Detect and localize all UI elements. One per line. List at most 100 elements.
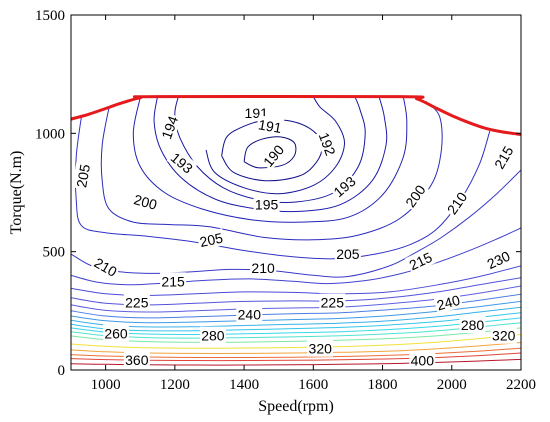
contour-label-group: 205 xyxy=(71,161,94,191)
contour-260 xyxy=(71,317,521,336)
contour-label-background xyxy=(103,324,129,342)
contour-label: 360 xyxy=(125,352,149,368)
max-torque-envelope xyxy=(71,94,521,136)
contour-label-background xyxy=(196,228,226,251)
contour-label: 240 xyxy=(435,292,462,314)
contour-label: 225 xyxy=(125,295,149,311)
contour-label: 205 xyxy=(336,246,360,262)
x-axis-title: Speed(rpm) xyxy=(258,398,334,415)
contour-label-group: 205 xyxy=(334,245,361,262)
y-tick-label: 0 xyxy=(58,363,66,379)
contour-label-group: 320 xyxy=(490,326,517,344)
contour-label-background xyxy=(160,272,187,290)
contour-245 xyxy=(71,306,521,328)
contour-195 xyxy=(132,96,408,223)
x-tick-label: 2200 xyxy=(506,377,536,393)
x-tick-label: 1600 xyxy=(298,377,328,393)
contour-label: 200 xyxy=(132,191,159,213)
contour-label-group: 210 xyxy=(250,258,277,276)
contour-label-background xyxy=(236,305,263,323)
contour-label: 205 xyxy=(198,230,224,251)
x-tick-label: 1400 xyxy=(229,377,259,393)
contour-label: 215 xyxy=(161,273,185,289)
contour-label-background xyxy=(400,180,430,212)
x-tick-label: 1200 xyxy=(160,377,190,393)
contour-label-group: 260 xyxy=(103,324,129,342)
contour-label-background xyxy=(253,195,280,213)
contour-label: 280 xyxy=(461,317,485,333)
contour-label-background xyxy=(319,293,346,311)
contour-label-background xyxy=(71,161,94,191)
y-tick-label: 1000 xyxy=(35,126,65,142)
contour-label-background xyxy=(490,326,517,344)
contour-192 xyxy=(205,96,346,195)
contour-label-group: 280 xyxy=(199,326,226,344)
contour-250 xyxy=(71,312,521,332)
x-tick-label: 1000 xyxy=(91,377,121,393)
contour-label-group: 205 xyxy=(196,228,226,251)
contour-label: 205 xyxy=(73,163,93,189)
contour-label-background xyxy=(482,246,514,273)
contour-270 xyxy=(71,322,521,339)
contour-label-group: 194 xyxy=(156,112,182,143)
contour-label-group: 195 xyxy=(253,195,280,213)
contour-label-background xyxy=(405,247,436,274)
contour-label-background xyxy=(307,339,334,357)
contour-215 xyxy=(71,227,521,286)
contour-label-group: 240 xyxy=(433,290,463,314)
y-tick-label: 1500 xyxy=(35,8,65,24)
contour-label-background xyxy=(315,128,341,159)
y-axis-title: Torque(N.m) xyxy=(8,151,25,235)
contour-label-background xyxy=(199,326,226,344)
contour-label: 320 xyxy=(309,341,333,357)
contour-label: 191 xyxy=(257,116,283,136)
contour-label-background xyxy=(258,140,288,171)
contour-label: 194 xyxy=(158,113,181,141)
contour-label-group: 192 xyxy=(315,128,341,159)
contour-label: 260 xyxy=(104,325,128,341)
contour-label-background xyxy=(334,245,361,262)
contour-label: 400 xyxy=(411,353,435,369)
contour-190 xyxy=(243,136,297,169)
contour-label-background xyxy=(90,252,122,281)
contour-label: 225 xyxy=(321,295,345,311)
contour-label-group: 320 xyxy=(307,339,334,357)
contour-label-group: 225 xyxy=(123,293,150,311)
contour-label-background xyxy=(489,141,518,173)
contour-label: 192 xyxy=(316,130,339,158)
contour-label-background xyxy=(166,147,198,178)
contour-label-background xyxy=(442,187,472,219)
contour-label-group: 400 xyxy=(409,351,436,369)
contour-label-background xyxy=(250,258,277,276)
contour-label-group: 360 xyxy=(123,351,150,369)
contour-210 xyxy=(71,169,521,278)
axis-ticks: 1000 1200 1400 1600 1800 2000 2200 0 500 1000 1500 xyxy=(35,8,536,393)
max-torque-curve xyxy=(71,94,521,136)
plot-frame xyxy=(70,14,522,371)
contour-label-background xyxy=(459,316,486,333)
contour-label-group: 280 xyxy=(459,316,486,333)
contour-label-group: 240 xyxy=(236,305,263,323)
contour-label: 280 xyxy=(201,328,225,344)
x-tick-label: 2000 xyxy=(437,377,467,393)
contour-label: 240 xyxy=(238,306,262,322)
x-tick-label: 1800 xyxy=(368,377,398,393)
contour-label-group: 225 xyxy=(319,293,346,311)
contour-label-background xyxy=(123,293,150,311)
contour-lines xyxy=(71,96,521,366)
contour-label-background xyxy=(123,351,150,369)
contour-label: 210 xyxy=(251,260,275,276)
contour-label-group: 200 xyxy=(130,189,161,214)
contour-label: 320 xyxy=(492,328,516,344)
contour-label-background xyxy=(255,115,285,137)
contour-label-background xyxy=(328,171,360,202)
contour-label-background xyxy=(156,112,182,143)
contour-label: 195 xyxy=(255,196,279,212)
contour-label-background xyxy=(409,351,436,369)
contour-200 xyxy=(100,101,443,241)
contour-300 xyxy=(71,334,521,349)
contour-280 xyxy=(71,327,521,343)
contour-label-group: 191 xyxy=(255,115,285,137)
contour-label-background xyxy=(433,290,463,314)
